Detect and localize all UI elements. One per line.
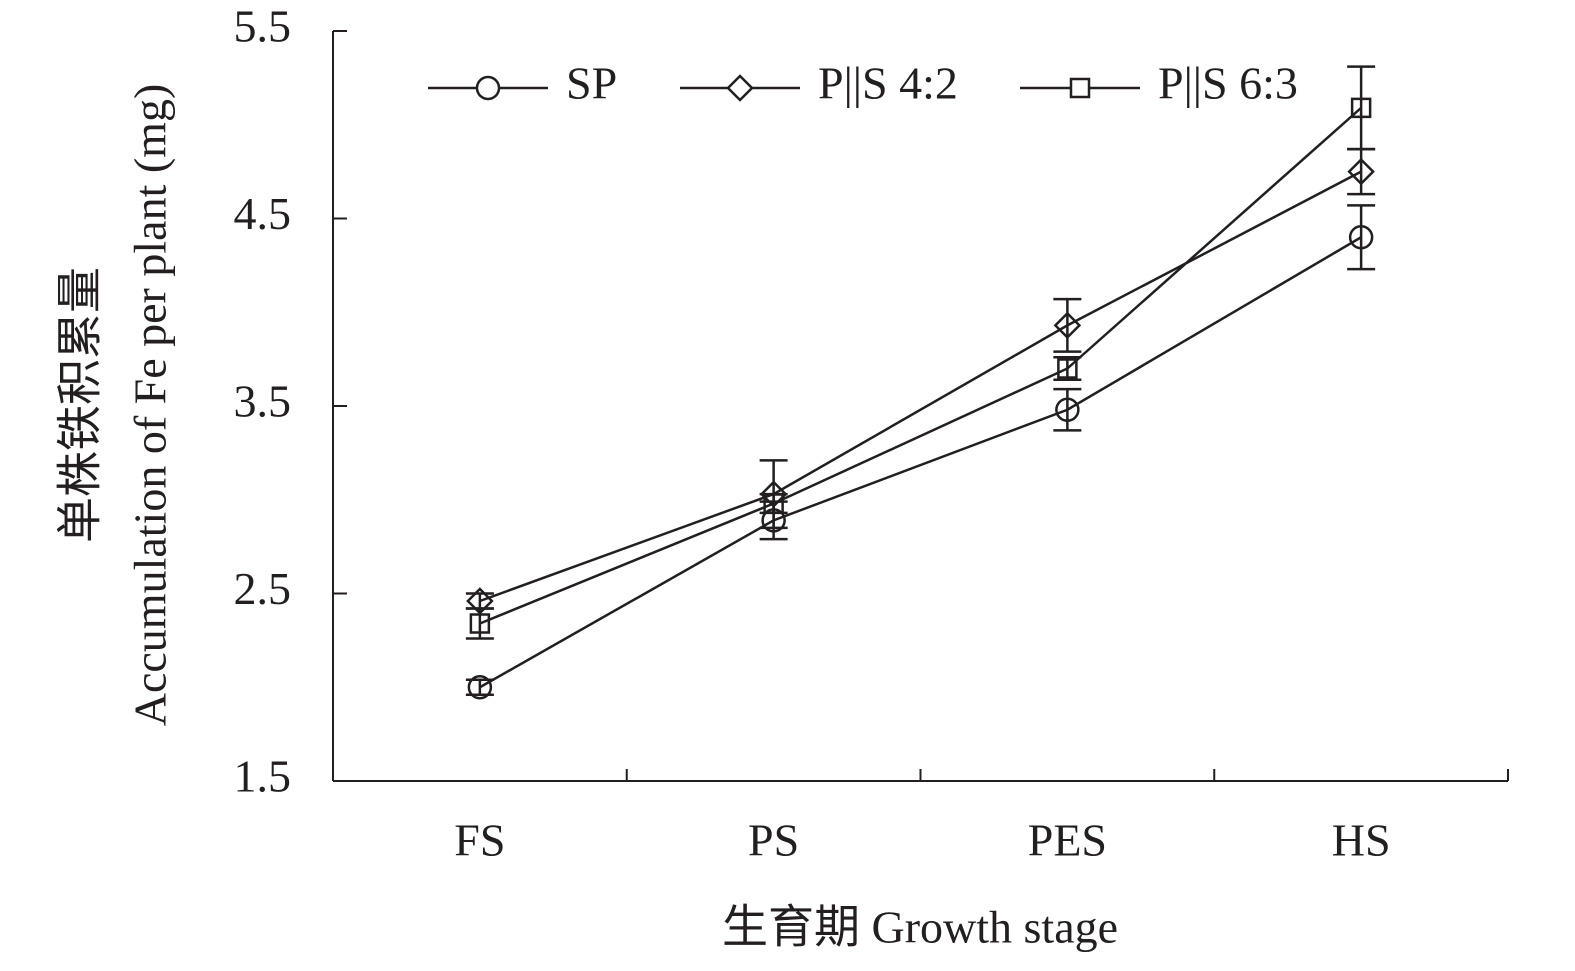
x-tick-label: HS	[1332, 815, 1391, 866]
y-tick-label: 4.5	[234, 188, 292, 239]
y-tick-label: 1.5	[234, 751, 292, 802]
y-tick-label: 5.5	[234, 1, 292, 52]
data-point	[763, 493, 784, 514]
y-tick-label: 2.5	[234, 563, 292, 614]
data-point	[1057, 358, 1078, 379]
data-point	[1347, 157, 1375, 186]
data-point	[1350, 97, 1372, 119]
x-tick-label: PES	[1028, 815, 1107, 866]
y-tick-label: 3.5	[234, 376, 292, 427]
legend-marker	[1069, 77, 1091, 99]
legend-label: P||S 4:2	[818, 58, 958, 109]
data-point	[1055, 397, 1080, 422]
series-line	[479, 106, 1362, 625]
data-point	[1348, 225, 1374, 250]
y-axis-label: Accumulation of Fe per plant (mg)	[125, 84, 176, 727]
data-point	[1053, 311, 1082, 340]
x-tick-label: FS	[454, 815, 505, 866]
series-line	[479, 236, 1362, 689]
data-point	[467, 675, 493, 700]
legend-label: SP	[566, 58, 617, 109]
legend-label: P||S 6:3	[1158, 58, 1298, 109]
data-point	[469, 613, 491, 634]
legend-marker	[475, 75, 501, 101]
legend-marker	[726, 74, 754, 102]
x-tick-label: PS	[748, 815, 799, 866]
series-line	[479, 170, 1362, 603]
y-axis-label: 单株铁积累量	[55, 267, 106, 543]
x-axis-label: 生育期 Growth stage	[722, 902, 1118, 953]
